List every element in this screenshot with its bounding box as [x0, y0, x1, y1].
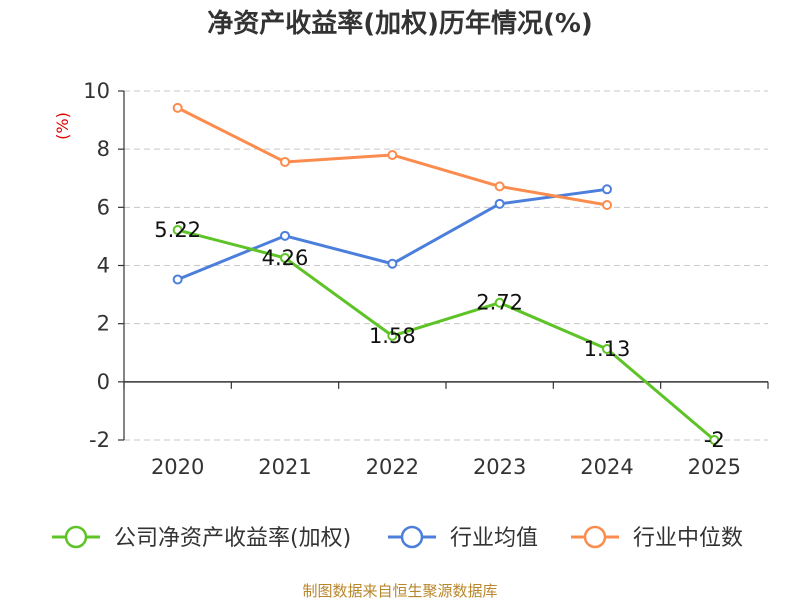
data-label: 4.26	[262, 246, 309, 270]
data-point[interactable]	[494, 297, 505, 308]
y-tick-label: 0	[97, 370, 110, 394]
y-tick-label: 8	[97, 137, 110, 161]
legend-marker	[64, 525, 88, 549]
x-tick-label: 2020	[151, 455, 204, 479]
data-point[interactable]	[172, 225, 183, 236]
data-label: 5.22	[154, 218, 201, 242]
x-tick-label: 2021	[258, 455, 311, 479]
data-point[interactable]	[494, 181, 505, 192]
grid-lines	[124, 90, 768, 441]
data-point[interactable]	[172, 102, 183, 113]
data-point[interactable]	[602, 200, 612, 211]
y-tick-label: 4	[97, 254, 110, 278]
legend-item[interactable]: 行业均值	[388, 525, 538, 551]
y-tick-label: -2	[89, 428, 110, 452]
y-tick-label: 2	[97, 312, 110, 336]
series-line	[177, 228, 716, 442]
legend-marker	[583, 525, 607, 549]
data-point[interactable]	[387, 330, 398, 341]
legend-item[interactable]: 公司净资产收益率(加权)	[52, 525, 351, 551]
data-point[interactable]	[172, 274, 183, 285]
source-note: 制图数据来自恒生聚源数据库	[302, 582, 497, 600]
x-tick-label: 2024	[580, 455, 633, 479]
legend[interactable]: 公司净资产收益率(加权) 行业均值 行业中位数	[52, 525, 743, 551]
data-point[interactable]	[280, 252, 290, 263]
data-label: 1.13	[584, 337, 631, 361]
legend-item[interactable]: 行业中位数	[571, 525, 743, 551]
tick-labels: -2 0 2 4 6 8 10 2020 2021 2022 2023 2024 2025	[83, 79, 741, 479]
data-point[interactable]	[387, 149, 398, 160]
y-axis-unit: (%)	[53, 112, 72, 140]
y-tick-label: 6	[97, 195, 110, 219]
data-point[interactable]	[280, 230, 290, 241]
data-labels: 5.22 4.26 1.58 2.72 1.13 -2	[154, 218, 725, 452]
data-point[interactable]	[494, 198, 505, 209]
axes	[118, 90, 769, 441]
legend-marker	[400, 525, 424, 549]
series-group	[172, 102, 720, 445]
x-tick-label: 2023	[473, 455, 526, 479]
data-label: -2	[704, 428, 725, 452]
legend-label: 行业均值	[450, 526, 538, 551]
x-tick-label: 2022	[366, 455, 419, 479]
data-label: 1.58	[369, 324, 416, 348]
data-point[interactable]	[387, 258, 398, 269]
y-tick-label: 10	[83, 79, 110, 103]
x-tick-label: 2025	[688, 455, 741, 479]
data-label: 2.72	[476, 291, 523, 315]
legend-label: 公司净资产收益率(加权)	[114, 526, 351, 551]
data-point[interactable]	[602, 184, 612, 195]
chart-title: 净资产收益率(加权)历年情况(%)	[207, 8, 593, 39]
legend-label: 行业中位数	[633, 526, 743, 551]
data-point[interactable]	[709, 435, 720, 445]
data-point[interactable]	[280, 156, 290, 167]
data-point[interactable]	[602, 343, 612, 354]
